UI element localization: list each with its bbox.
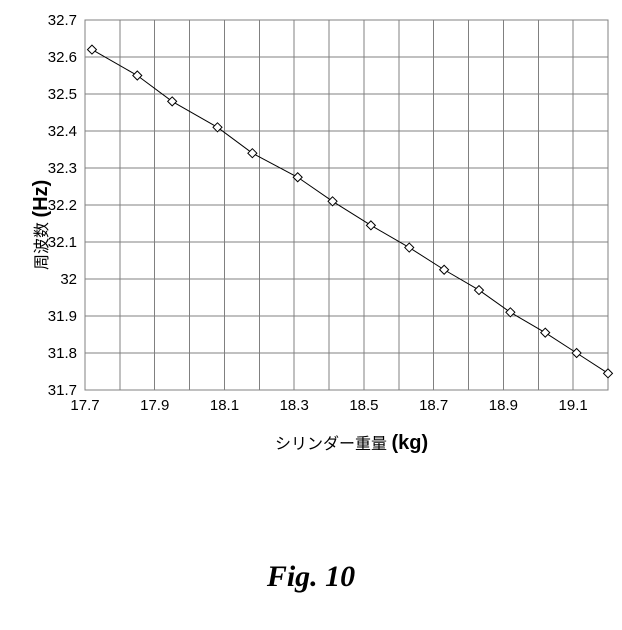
svg-text:31.8: 31.8 <box>48 345 77 362</box>
x-axis-label: シリンダー重量 (kg) <box>275 430 428 455</box>
svg-text:18.5: 18.5 <box>349 397 378 414</box>
x-axis-label-unit: (kg) <box>391 432 428 454</box>
svg-text:18.3: 18.3 <box>280 397 309 414</box>
svg-text:18.7: 18.7 <box>419 397 448 414</box>
y-axis-label-unit: (Hz) <box>30 180 52 218</box>
svg-text:32.3: 32.3 <box>48 160 77 177</box>
svg-text:18.9: 18.9 <box>489 397 518 414</box>
chart-container: 31.731.831.93232.132.232.332.432.532.632… <box>0 0 622 630</box>
x-axis-label-jp: シリンダー重量 <box>275 436 387 453</box>
svg-text:17.7: 17.7 <box>70 397 99 414</box>
svg-text:17.9: 17.9 <box>140 397 169 414</box>
svg-text:31.9: 31.9 <box>48 308 77 325</box>
svg-text:32: 32 <box>60 271 77 288</box>
y-axis-label: 周波数 (Hz) <box>28 180 53 270</box>
svg-text:19.1: 19.1 <box>559 397 588 414</box>
line-chart-svg: 31.731.831.93232.132.232.332.432.532.632… <box>0 0 622 500</box>
svg-text:32.7: 32.7 <box>48 12 77 29</box>
figure-caption: Fig. 10 <box>0 560 622 594</box>
svg-text:32.5: 32.5 <box>48 86 77 103</box>
svg-text:32.4: 32.4 <box>48 123 77 140</box>
svg-text:18.1: 18.1 <box>210 397 239 414</box>
svg-text:32.6: 32.6 <box>48 49 77 66</box>
y-axis-label-jp: 周波数 <box>34 222 51 270</box>
